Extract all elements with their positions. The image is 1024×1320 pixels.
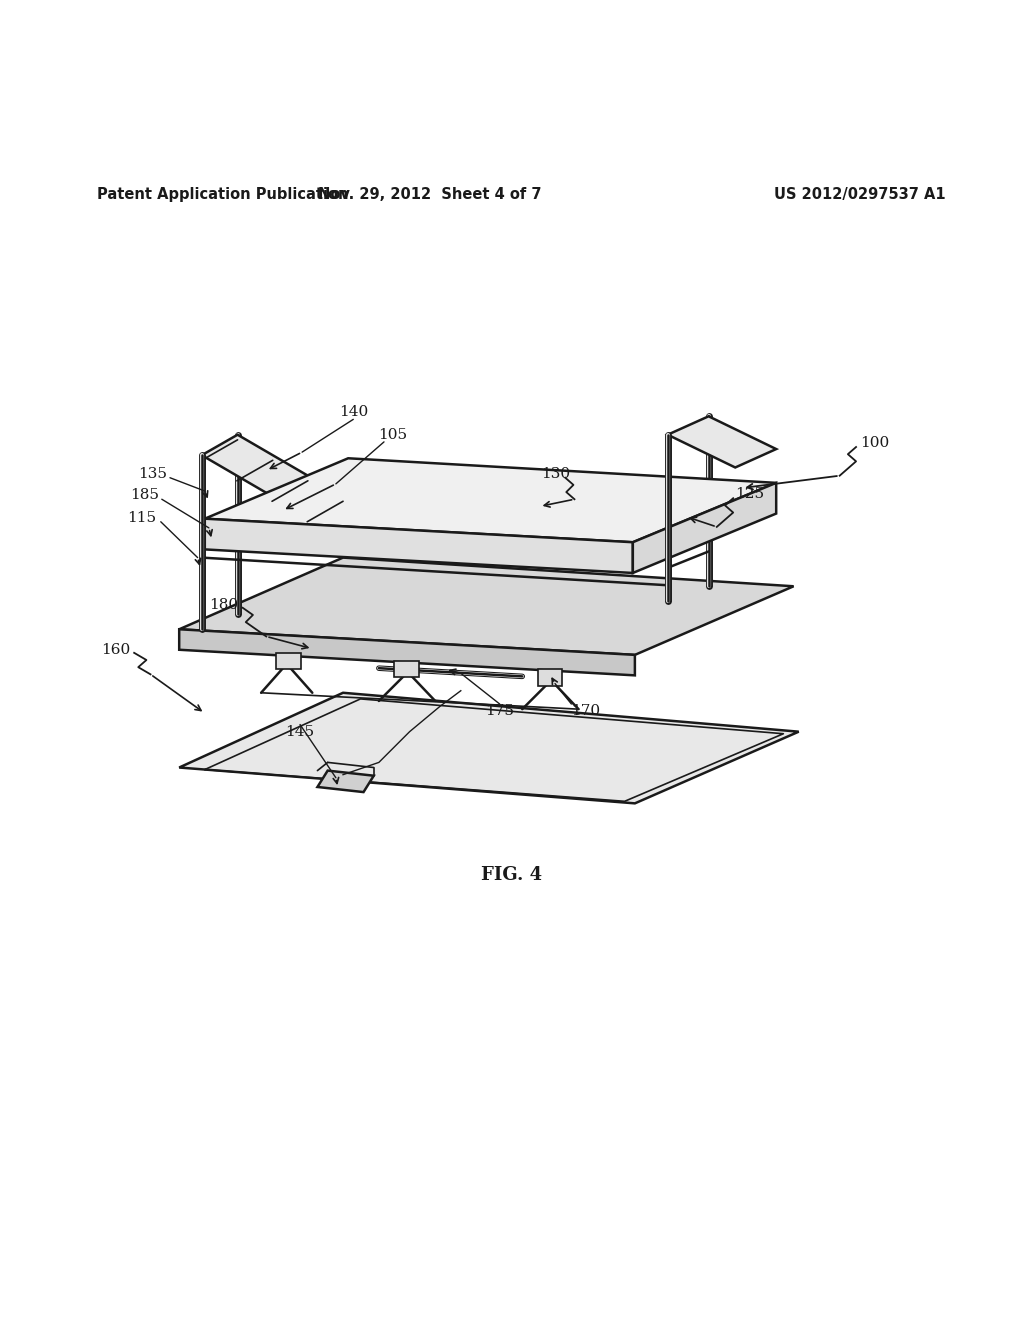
FancyBboxPatch shape bbox=[394, 661, 419, 677]
Text: 160: 160 bbox=[100, 643, 130, 657]
FancyBboxPatch shape bbox=[538, 669, 562, 685]
Text: 140: 140 bbox=[339, 405, 368, 420]
Text: 170: 170 bbox=[571, 704, 600, 718]
Text: 115: 115 bbox=[128, 511, 157, 524]
Text: Nov. 29, 2012  Sheet 4 of 7: Nov. 29, 2012 Sheet 4 of 7 bbox=[318, 186, 542, 202]
Text: 145: 145 bbox=[286, 725, 314, 739]
Polygon shape bbox=[205, 519, 633, 573]
Text: 130: 130 bbox=[542, 467, 570, 480]
Text: 100: 100 bbox=[860, 436, 890, 450]
Polygon shape bbox=[633, 483, 776, 573]
FancyBboxPatch shape bbox=[276, 653, 301, 669]
Text: US 2012/0297537 A1: US 2012/0297537 A1 bbox=[774, 186, 946, 202]
Polygon shape bbox=[202, 434, 343, 516]
Text: 125: 125 bbox=[735, 487, 764, 502]
Polygon shape bbox=[668, 416, 776, 467]
Text: 135: 135 bbox=[138, 467, 167, 480]
Text: FIG. 4: FIG. 4 bbox=[481, 866, 543, 884]
Text: 105: 105 bbox=[378, 428, 407, 442]
Polygon shape bbox=[317, 771, 374, 792]
Polygon shape bbox=[179, 630, 635, 676]
Polygon shape bbox=[179, 557, 794, 655]
Text: Patent Application Publication: Patent Application Publication bbox=[97, 186, 349, 202]
Polygon shape bbox=[179, 693, 799, 804]
Text: 185: 185 bbox=[130, 488, 159, 502]
Text: 180: 180 bbox=[210, 598, 239, 611]
Text: 175: 175 bbox=[485, 704, 514, 718]
Polygon shape bbox=[205, 458, 776, 543]
